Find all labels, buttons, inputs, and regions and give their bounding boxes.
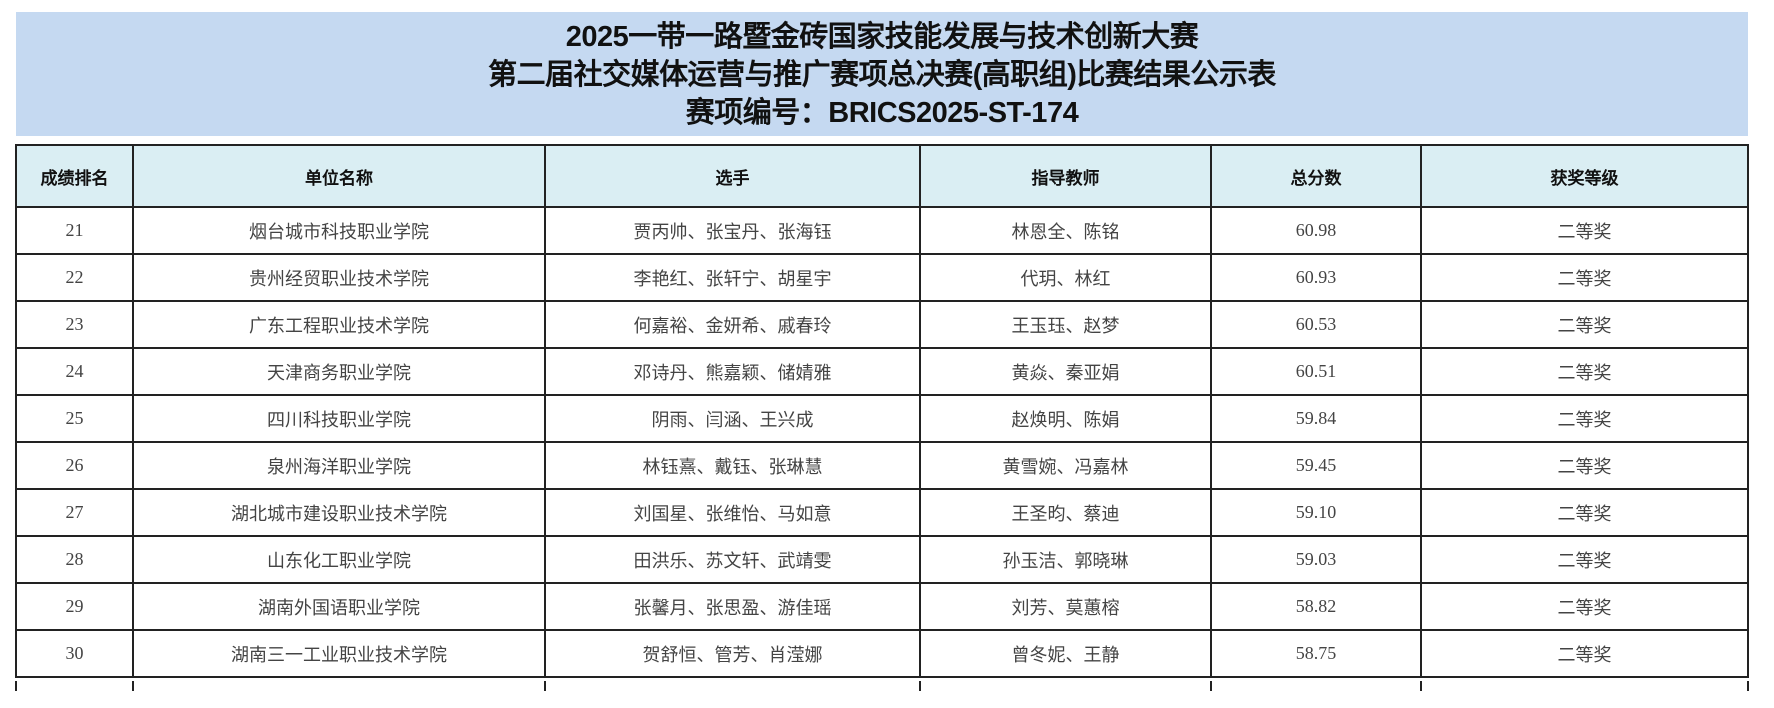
- cell-contestants: 田洪乐、苏文轩、武靖雯: [544, 535, 921, 584]
- cell-rank: 26: [15, 441, 134, 490]
- cell-award: 二等奖: [1420, 441, 1749, 490]
- table-border: [15, 681, 17, 691]
- cell-school: 烟台城市科技职业学院: [132, 206, 546, 255]
- event-code: 赛项编号：BRICS2025-ST-174: [685, 97, 1079, 129]
- column-header-instructors: 指导教师: [919, 144, 1212, 208]
- cell-award: 二等奖: [1420, 582, 1749, 631]
- cell-contestants: 张馨月、张思盈、游佳瑶: [544, 582, 921, 631]
- cell-contestants: 林钰熹、戴钰、张琳慧: [544, 441, 921, 490]
- table-border: [1747, 681, 1749, 691]
- cell-contestants: 贾丙帅、张宝丹、张海钰: [544, 206, 921, 255]
- cell-total-score: 59.03: [1210, 535, 1422, 584]
- table-row: 24 天津商务职业学院 邓诗丹、熊嘉颖、储婧雅 黄焱、秦亚娟 60.51 二等奖: [15, 347, 1749, 396]
- cell-award: 二等奖: [1420, 629, 1749, 678]
- cell-school: 湖南外国语职业学院: [132, 582, 546, 631]
- column-header-school: 单位名称: [132, 144, 546, 208]
- cell-instructors: 刘芳、莫蕙榕: [919, 582, 1212, 631]
- cell-rank: 30: [15, 629, 134, 678]
- cell-instructors: 王圣昀、蔡迪: [919, 488, 1212, 537]
- cell-award: 二等奖: [1420, 535, 1749, 584]
- cell-school: 天津商务职业学院: [132, 347, 546, 396]
- header-row: 成绩排名 单位名称 选手 指导教师 总分数 获奖等级: [15, 144, 1749, 208]
- cell-instructors: 孙玉洁、郭晓琳: [919, 535, 1212, 584]
- table-border: [544, 681, 546, 691]
- table-row: 29 湖南外国语职业学院 张馨月、张思盈、游佳瑶 刘芳、莫蕙榕 58.82 二等奖: [15, 582, 1749, 631]
- cell-rank: 23: [15, 300, 134, 349]
- cell-contestants: 邓诗丹、熊嘉颖、储婧雅: [544, 347, 921, 396]
- table-row: 30 湖南三一工业职业技术学院 贺舒恒、管芳、肖滢娜 曾冬妮、王静 58.75 二等奖: [15, 629, 1749, 678]
- column-header-contestants: 选手: [544, 144, 921, 208]
- cell-instructors: 王玉珏、赵梦: [919, 300, 1212, 349]
- cell-school: 贵州经贸职业技术学院: [132, 253, 546, 302]
- cell-instructors: 林恩全、陈铭: [919, 206, 1212, 255]
- title-line-1: 2025一带一路暨金砖国家技能发展与技术创新大赛: [565, 21, 1199, 53]
- cell-school: 四川科技职业学院: [132, 394, 546, 443]
- cell-instructors: 代玥、林红: [919, 253, 1212, 302]
- cell-award: 二等奖: [1420, 488, 1749, 537]
- cell-instructors: 赵焕明、陈娟: [919, 394, 1212, 443]
- cell-school: 泉州海洋职业学院: [132, 441, 546, 490]
- cell-total-score: 60.53: [1210, 300, 1422, 349]
- cell-school: 湖南三一工业职业技术学院: [132, 629, 546, 678]
- cell-rank: 28: [15, 535, 134, 584]
- table-row: 28 山东化工职业学院 田洪乐、苏文轩、武靖雯 孙玉洁、郭晓琳 59.03 二等奖: [15, 535, 1749, 584]
- table-row: 26 泉州海洋职业学院 林钰熹、戴钰、张琳慧 黄雪婉、冯嘉林 59.45 二等奖: [15, 441, 1749, 490]
- cell-contestants: 贺舒恒、管芳、肖滢娜: [544, 629, 921, 678]
- cell-rank: 29: [15, 582, 134, 631]
- column-header-award: 获奖等级: [1420, 144, 1749, 208]
- cell-total-score: 60.98: [1210, 206, 1422, 255]
- cell-award: 二等奖: [1420, 253, 1749, 302]
- cell-total-score: 59.10: [1210, 488, 1422, 537]
- cell-award: 二等奖: [1420, 300, 1749, 349]
- cell-rank: 21: [15, 206, 134, 255]
- title-banner: 2025一带一路暨金砖国家技能发展与技术创新大赛 第二届社交媒体运营与推广赛项总…: [16, 12, 1748, 136]
- table-row: 21 烟台城市科技职业学院 贾丙帅、张宝丹、张海钰 林恩全、陈铭 60.98 二等奖: [15, 206, 1749, 255]
- table-border: [1210, 681, 1212, 691]
- table-row: 25 四川科技职业学院 阴雨、闫涵、王兴成 赵焕明、陈娟 59.84 二等奖: [15, 394, 1749, 443]
- cell-contestants: 何嘉裕、金妍希、戚春玲: [544, 300, 921, 349]
- cell-rank: 27: [15, 488, 134, 537]
- cell-award: 二等奖: [1420, 206, 1749, 255]
- cell-total-score: 60.51: [1210, 347, 1422, 396]
- table-row: 22 贵州经贸职业技术学院 李艳红、张轩宁、胡星宇 代玥、林红 60.93 二等奖: [15, 253, 1749, 302]
- results-table: 成绩排名 单位名称 选手 指导教师 总分数 获奖等级 21 烟台城市科技职业学院 贾丙帅、张宝…: [15, 144, 1749, 678]
- cell-award: 二等奖: [1420, 347, 1749, 396]
- cell-total-score: 60.93: [1210, 253, 1422, 302]
- cell-rank: 22: [15, 253, 134, 302]
- cell-school: 山东化工职业学院: [132, 535, 546, 584]
- cell-total-score: 58.82: [1210, 582, 1422, 631]
- cell-instructors: 黄雪婉、冯嘉林: [919, 441, 1212, 490]
- table-border: [919, 681, 921, 691]
- table-row: 27 湖北城市建设职业技术学院 刘国星、张维怡、马如意 王圣昀、蔡迪 59.10 二等奖: [15, 488, 1749, 537]
- cell-school: 湖北城市建设职业技术学院: [132, 488, 546, 537]
- cell-award: 二等奖: [1420, 394, 1749, 443]
- cell-total-score: 59.84: [1210, 394, 1422, 443]
- cell-rank: 25: [15, 394, 134, 443]
- cell-rank: 24: [15, 347, 134, 396]
- title-line-2: 第二届社交媒体运营与推广赛项总决赛(高职组)比赛结果公示表: [488, 59, 1276, 91]
- cell-total-score: 59.45: [1210, 441, 1422, 490]
- cell-contestants: 李艳红、张轩宁、胡星宇: [544, 253, 921, 302]
- table-border: [1420, 681, 1422, 691]
- cell-instructors: 曾冬妮、王静: [919, 629, 1212, 678]
- column-header-total-score: 总分数: [1210, 144, 1422, 208]
- cell-instructors: 黄焱、秦亚娟: [919, 347, 1212, 396]
- cell-contestants: 阴雨、闫涵、王兴成: [544, 394, 921, 443]
- table-border: [132, 681, 134, 691]
- cell-total-score: 58.75: [1210, 629, 1422, 678]
- cell-school: 广东工程职业技术学院: [132, 300, 546, 349]
- table-row: 23 广东工程职业技术学院 何嘉裕、金妍希、戚春玲 王玉珏、赵梦 60.53 二等奖: [15, 300, 1749, 349]
- column-header-rank: 成绩排名: [15, 144, 134, 208]
- cell-contestants: 刘国星、张维怡、马如意: [544, 488, 921, 537]
